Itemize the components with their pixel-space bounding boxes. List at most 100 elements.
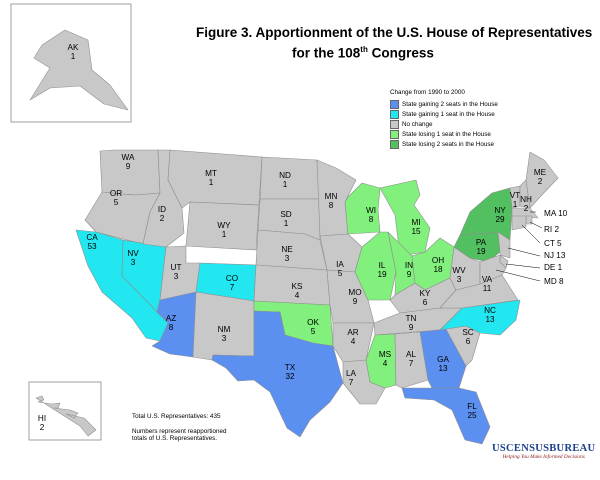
state-ak — [29, 29, 129, 111]
state-label-mn: MN 8 — [325, 192, 338, 210]
state-label-la: LA 7 — [346, 369, 357, 387]
state-tx — [211, 310, 344, 438]
state-label-ar: AR 4 — [347, 328, 358, 346]
state-label-fl: FL 25 — [467, 402, 477, 420]
state-label-mo: MO 9 — [348, 288, 361, 306]
legend-item: State losing 1 seat in the House — [390, 129, 498, 139]
state-label-md: MD 8 — [544, 277, 564, 286]
state-label-tn: TN 9 — [406, 314, 417, 332]
state-label-ri: RI 2 — [544, 225, 559, 234]
legend-item: State gaining 2 seats in the House — [390, 99, 498, 109]
leader-line-ct — [521, 224, 541, 244]
legend-swatch — [390, 99, 399, 109]
state-label-ca: CA 53 — [86, 233, 98, 251]
state-label-sd: SD 1 — [280, 210, 291, 228]
brand-tagline: Helping You Make Informed Decisions — [502, 454, 585, 460]
leader-line-de — [505, 263, 541, 269]
state-ct — [511, 215, 527, 231]
state-label-nc: NC 13 — [484, 306, 496, 324]
state-label-ne: NE 3 — [281, 245, 293, 263]
figure-title: Figure 3. Apportionment of the U.S. Hous… — [196, 24, 592, 62]
state-nj — [497, 231, 511, 259]
state-label-mt: MT 1 — [205, 169, 217, 187]
state-label-ok: OK 5 — [307, 318, 319, 336]
state-label-co: CO 7 — [226, 274, 238, 292]
state-label-az: AZ 8 — [166, 314, 176, 332]
state-label-ma: MA 10 — [544, 209, 568, 218]
legend-item: State gaining 1 seat in the House — [390, 109, 498, 119]
legend-label: State gaining 2 seats in the House — [402, 100, 498, 108]
reapportion-note-1: Numbers represent reapportioned — [132, 427, 227, 435]
state-label-mi: MI 15 — [411, 218, 421, 236]
legend-label: No change — [402, 120, 433, 128]
brand-name: USCENSUSBUREAU — [492, 443, 596, 454]
state-label-ut: UT 3 — [171, 263, 182, 281]
state-label-wv: WV 3 — [452, 266, 466, 284]
state-label-nj: NJ 13 — [544, 251, 566, 260]
state-ne — [255, 229, 328, 271]
state-label-ms: MS 4 — [379, 350, 392, 368]
state-label-tx: TX 32 — [285, 363, 296, 381]
state-label-ny: NY 29 — [494, 206, 506, 224]
legend-label: State losing 1 seat in the House — [402, 130, 491, 138]
state-label-or: OR 5 — [110, 189, 122, 207]
state-label-vt: VT 1 — [510, 191, 520, 209]
state-label-wi: WI 8 — [366, 206, 376, 224]
state-label-ky: KY 6 — [420, 289, 431, 307]
state-label-oh: OH 18 — [432, 256, 444, 274]
leader-line-nj — [507, 247, 541, 257]
state-label-nh: NH 2 — [520, 195, 532, 213]
state-ms — [365, 333, 397, 389]
leader-line-ri — [529, 221, 543, 229]
state-mt — [167, 149, 263, 209]
title-line-2: for the 108th Congress — [292, 45, 434, 61]
state-hi — [35, 395, 97, 437]
state-label-nd: ND 1 — [279, 171, 291, 189]
total-representatives: Total U.S. Representatives: 435 — [132, 413, 221, 420]
state-wi — [344, 182, 381, 235]
reapportion-note-2: totals of U.S. Representatives. — [132, 435, 218, 442]
state-label-nm: NM 3 — [218, 325, 231, 343]
legend: Change from 1990 to 2000 State gaining 2… — [390, 89, 498, 149]
state-label-wy: WY 1 — [217, 221, 231, 239]
state-label-ga: GA 13 — [437, 355, 449, 373]
leader-line-md — [495, 269, 541, 282]
state-label-ak: AK 1 — [68, 43, 79, 61]
state-label-hi: HI 2 — [38, 414, 46, 432]
legend-item: No change — [390, 119, 498, 129]
footnote: Total U.S. Representatives: 435 Numbers … — [132, 413, 227, 443]
legend-swatch — [390, 109, 399, 119]
state-label-de: DE 1 — [544, 263, 563, 272]
state-label-id: ID 2 — [158, 205, 166, 223]
state-al — [394, 331, 429, 389]
hawaii-inset-frame — [28, 381, 102, 441]
legend-item: State losing 2 seats in the House — [390, 139, 498, 149]
state-ut — [159, 245, 201, 301]
state-label-al: AL 7 — [406, 350, 416, 368]
state-mi — [379, 179, 431, 257]
state-label-ks: KS 4 — [292, 282, 303, 300]
census-bureau-logo: USCENSUSBUREAU Helping You Make Informed… — [492, 443, 595, 460]
state-label-me: ME 2 — [534, 168, 547, 186]
legend-swatch — [390, 119, 399, 129]
alaska-inset-frame — [10, 3, 132, 123]
legend-swatch — [390, 139, 399, 149]
state-wy — [185, 201, 260, 251]
state-label-nv: NV 3 — [127, 249, 139, 267]
legend-label: State losing 2 seats in the House — [402, 140, 495, 148]
state-label-in: IN 9 — [405, 261, 413, 279]
state-label-il: IL 19 — [377, 261, 387, 279]
state-ma — [511, 207, 539, 219]
legend-swatch — [390, 129, 399, 139]
state-label-sc: SC 6 — [462, 328, 473, 346]
state-label-ct: CT 5 — [544, 239, 562, 248]
legend-title: Change from 1990 to 2000 — [390, 89, 465, 96]
state-label-wa: WA 9 — [122, 153, 135, 171]
state-label-pa: PA 19 — [476, 238, 487, 256]
title-line-1: Figure 3. Apportionment of the U.S. Hous… — [196, 25, 593, 40]
state-label-ia: IA 5 — [336, 260, 344, 278]
state-label-va: VA 11 — [482, 275, 493, 293]
state-fl — [401, 387, 491, 445]
